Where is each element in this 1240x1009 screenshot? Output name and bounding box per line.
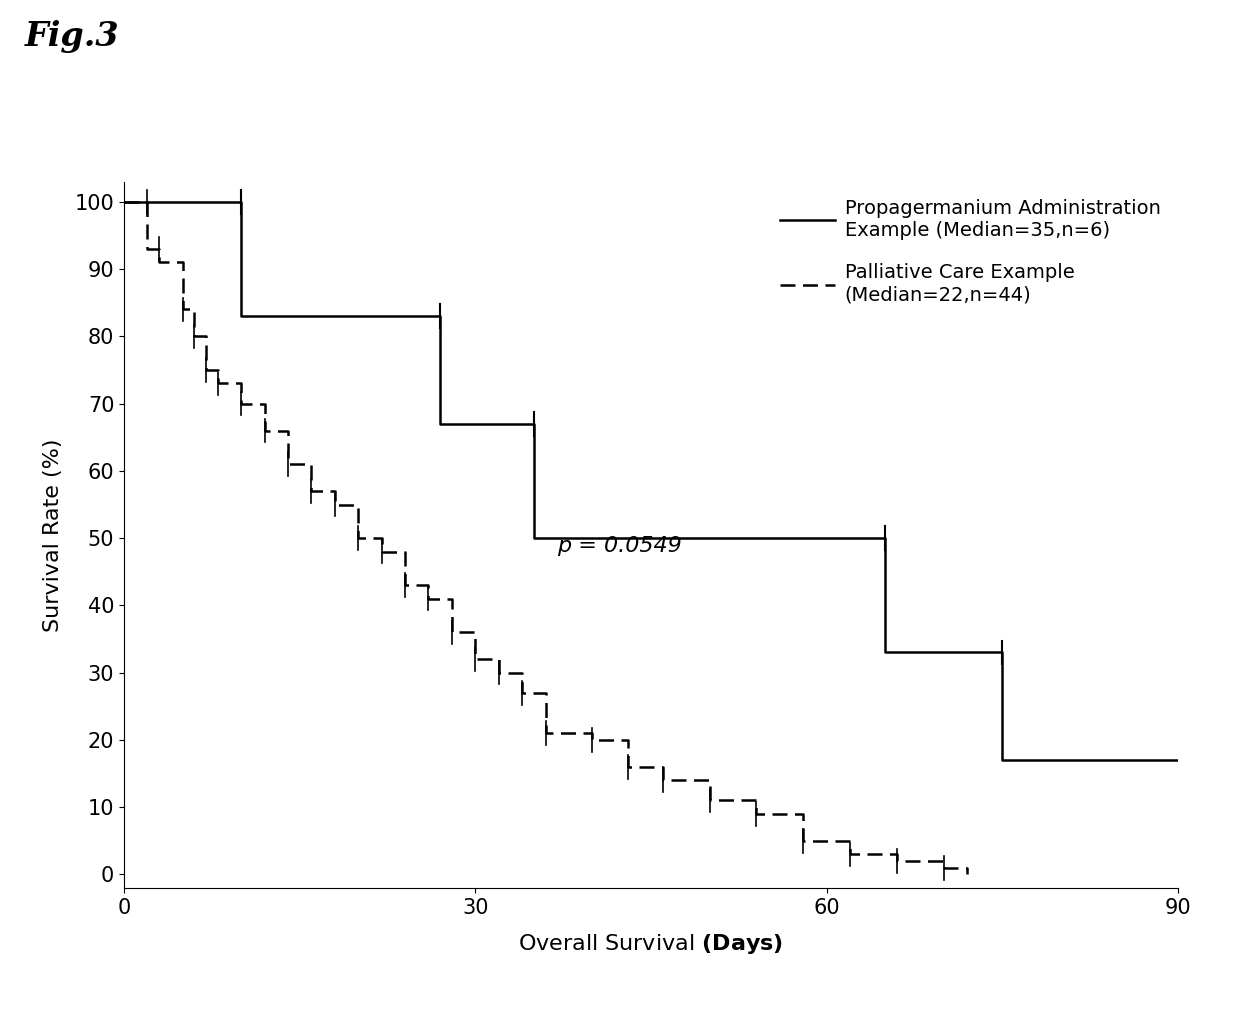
X-axis label: Overall Survival $\mathbf{(Days)}$: Overall Survival $\mathbf{(Days)}$ bbox=[518, 931, 784, 956]
Legend: Propagermanium Administration
Example (Median=35,n=6), Palliative Care Example
(: Propagermanium Administration Example (M… bbox=[773, 192, 1168, 312]
Y-axis label: Survival Rate (%): Survival Rate (%) bbox=[43, 438, 63, 632]
Text: Fig.3: Fig.3 bbox=[25, 20, 119, 53]
Text: p = 0.0549: p = 0.0549 bbox=[557, 536, 682, 556]
